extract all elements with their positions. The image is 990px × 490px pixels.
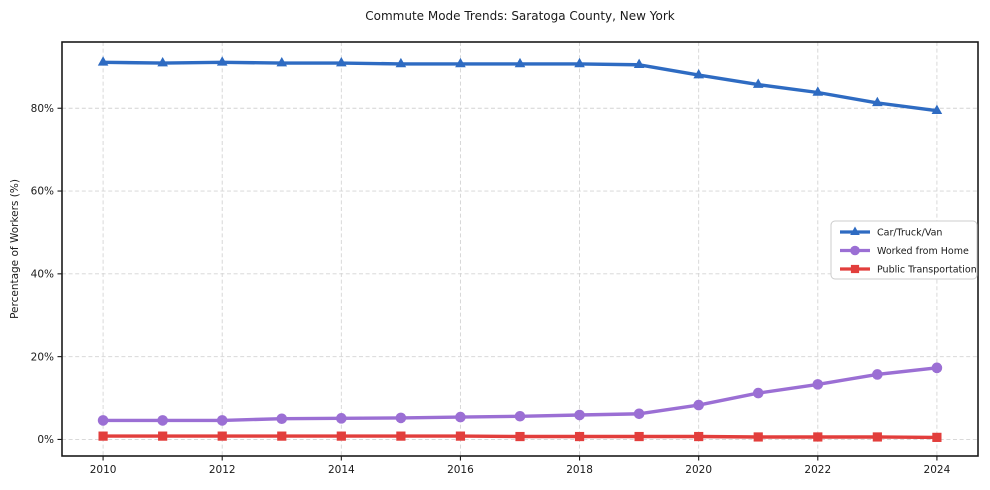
series-worked-from-home bbox=[97, 362, 943, 426]
data-point-marker bbox=[932, 432, 942, 442]
data-point-marker bbox=[634, 431, 644, 442]
data-point-marker bbox=[336, 431, 346, 441]
data-point-marker bbox=[872, 96, 883, 107]
data-point-marker bbox=[574, 431, 585, 442]
data-point-marker bbox=[455, 57, 466, 68]
data-point-marker bbox=[455, 411, 466, 423]
data-point-marker bbox=[395, 412, 407, 424]
data-point-marker bbox=[157, 415, 168, 426]
legend: Car/Truck/Van Worked from Home Public Tran… bbox=[830, 220, 978, 280]
data-point-marker bbox=[336, 57, 347, 67]
legend-label: Car/Truck/Van bbox=[877, 228, 942, 239]
y-tick-label: 40% bbox=[31, 269, 54, 281]
x-tick-label: 2016 bbox=[447, 464, 474, 476]
data-point-marker bbox=[217, 431, 227, 441]
y-tick-label: 60% bbox=[31, 186, 54, 198]
data-point-marker bbox=[633, 58, 645, 69]
legend-label: Worked from Home bbox=[877, 246, 969, 257]
data-point-marker bbox=[574, 57, 585, 68]
data-point-marker bbox=[872, 432, 882, 442]
y-tick-label: 80% bbox=[31, 103, 54, 115]
data-point-marker bbox=[395, 57, 407, 68]
data-point-marker bbox=[276, 57, 288, 67]
x-tick-label: 2018 bbox=[566, 464, 593, 476]
data-point-marker bbox=[97, 415, 109, 426]
data-point-marker bbox=[216, 415, 228, 426]
data-point-marker bbox=[514, 410, 526, 422]
plot-border bbox=[61, 41, 979, 457]
legend-circle-marker-icon bbox=[850, 245, 860, 256]
x-tick-label: 2024 bbox=[924, 464, 951, 476]
data-point-marker bbox=[158, 431, 168, 441]
legend-label: Public Transportation bbox=[877, 265, 977, 276]
data-point-marker bbox=[515, 431, 525, 442]
data-point-marker bbox=[813, 432, 823, 442]
y-tick-label: 0% bbox=[37, 434, 54, 446]
x-tick-label: 2020 bbox=[685, 464, 712, 476]
data-point-marker bbox=[694, 431, 704, 442]
x-tick-label: 2014 bbox=[328, 464, 355, 476]
data-point-marker bbox=[931, 104, 943, 115]
y-tick-label: 20% bbox=[31, 351, 54, 363]
data-point-marker bbox=[98, 431, 108, 441]
chart-title: Commute Mode Trends: Saratoga County, Ne… bbox=[365, 9, 675, 23]
data-point-marker bbox=[633, 408, 645, 420]
series-line bbox=[101, 60, 939, 113]
data-point-marker bbox=[336, 413, 347, 424]
data-point-marker bbox=[752, 78, 764, 88]
data-point-marker bbox=[574, 409, 585, 421]
data-point-marker bbox=[753, 432, 763, 442]
data-point-marker bbox=[97, 56, 109, 66]
data-point-marker bbox=[931, 362, 943, 374]
legend-triangle-marker-icon bbox=[850, 226, 860, 235]
legend-square-marker-icon bbox=[850, 264, 860, 274]
data-point-marker bbox=[455, 431, 466, 441]
data-point-marker bbox=[216, 56, 228, 66]
series-car-truck-van bbox=[97, 56, 943, 115]
data-point-marker bbox=[277, 431, 287, 441]
series-public-transportation bbox=[98, 431, 942, 442]
x-tick-label: 2022 bbox=[804, 464, 831, 476]
x-tick-label: 2010 bbox=[90, 464, 117, 476]
data-point-marker bbox=[812, 86, 824, 96]
data-point-marker bbox=[693, 69, 704, 79]
data-point-marker bbox=[276, 413, 288, 425]
data-point-marker bbox=[872, 369, 883, 380]
data-point-marker bbox=[514, 57, 526, 68]
data-point-marker bbox=[693, 399, 704, 411]
legend-box bbox=[830, 220, 978, 280]
data-point-marker bbox=[752, 387, 764, 399]
x-tick-label: 2012 bbox=[209, 464, 236, 476]
data-point-marker bbox=[812, 379, 824, 390]
data-point-marker bbox=[396, 431, 406, 441]
data-point-marker bbox=[157, 57, 168, 67]
